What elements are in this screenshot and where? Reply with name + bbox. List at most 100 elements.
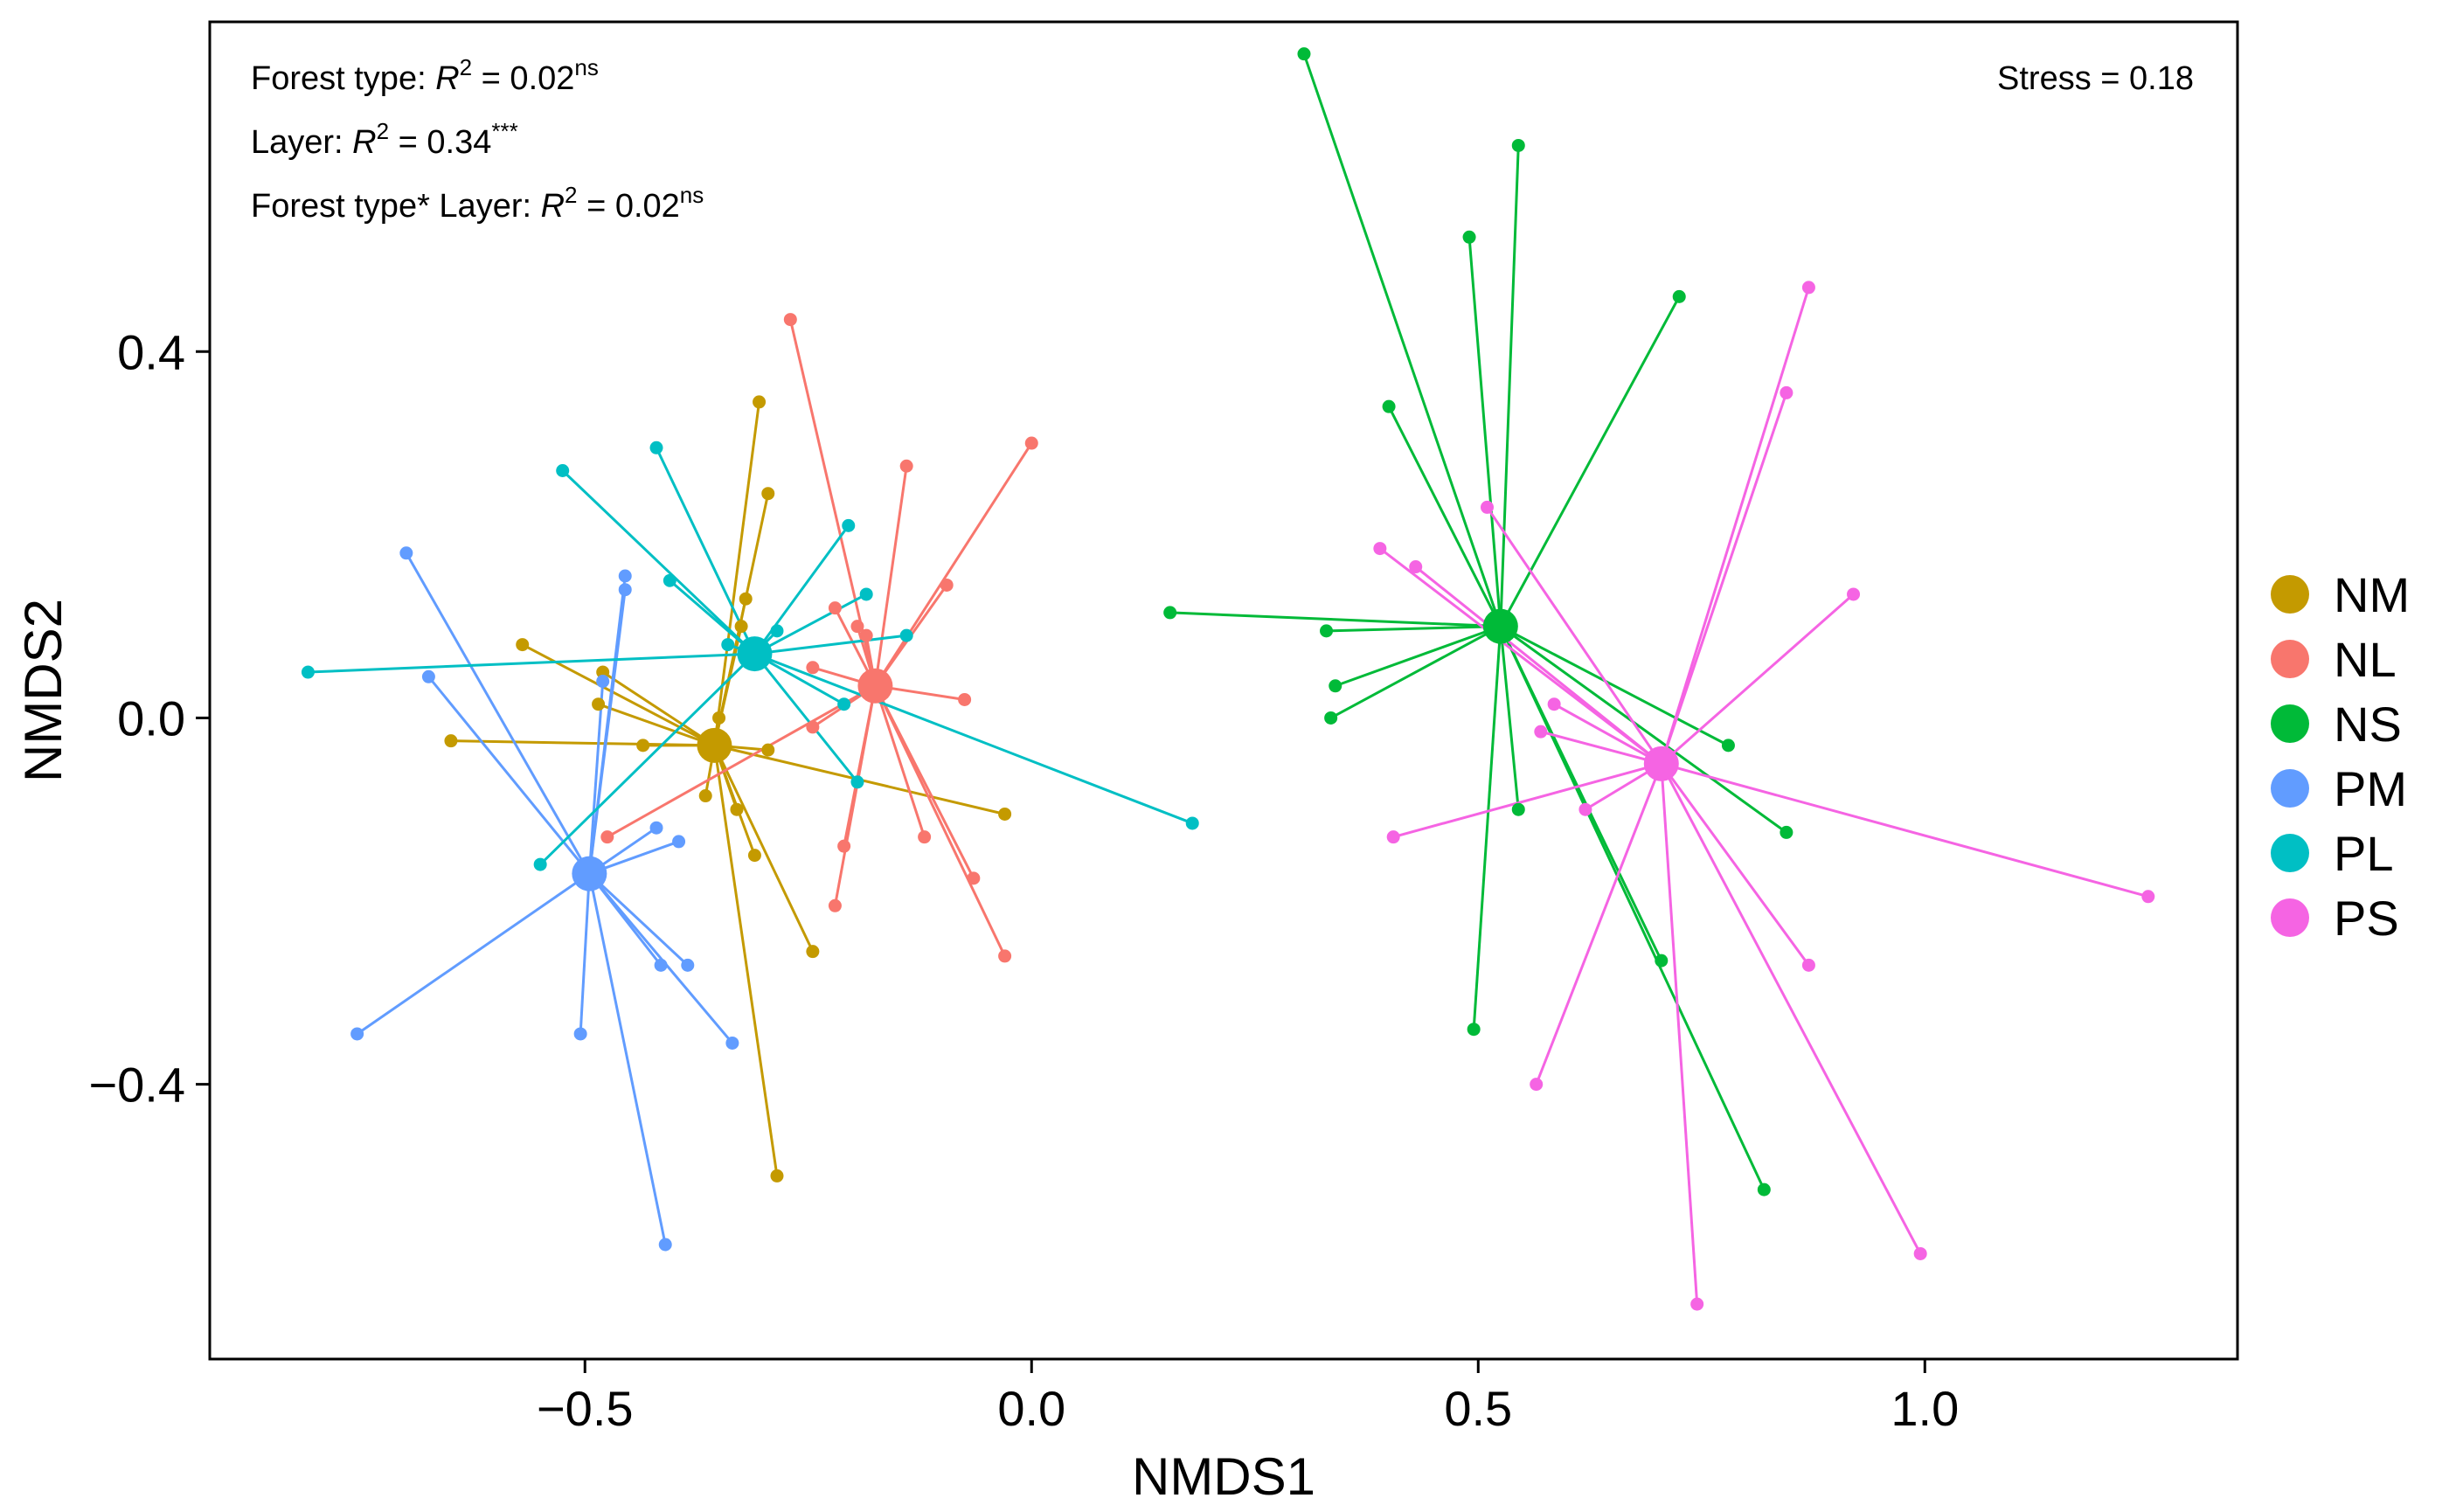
point-pm: [658, 1238, 672, 1252]
point-nl: [783, 313, 797, 327]
point-ns: [1672, 289, 1686, 303]
point-ps: [2141, 890, 2155, 904]
x-tick-label: 0.0: [997, 1381, 1065, 1436]
point-ns: [1721, 739, 1735, 753]
spoke-line-nm: [601, 670, 716, 747]
legend-swatch-ps: [2271, 898, 2309, 937]
forest-type-r2-annotation: Forest type: R2 = 0.02ns: [251, 54, 599, 97]
point-nm: [770, 1169, 784, 1183]
point-nl: [1024, 436, 1038, 450]
interaction-r2-annotation: Forest type* Layer: R2 = 0.02ns: [251, 182, 704, 225]
legend-swatch-nm: [2271, 575, 2309, 614]
spoke-line-nm: [598, 703, 715, 747]
interaction-sig: ns: [680, 182, 704, 208]
point-ns: [1320, 624, 1334, 638]
point-ns: [1655, 954, 1669, 968]
point-pl: [556, 463, 570, 477]
point-nm: [698, 789, 712, 803]
point-nl: [967, 871, 981, 885]
point-pm: [649, 821, 663, 835]
spoke-line-pm: [588, 872, 734, 1044]
point-nm: [761, 487, 775, 501]
spoke-line-ps: [1660, 593, 1855, 765]
spoke-line-pl: [753, 652, 1193, 825]
point-pl: [301, 665, 315, 679]
spoke-line-pl: [561, 469, 756, 655]
point-nl: [850, 620, 864, 634]
spoke-line-nm: [712, 745, 779, 1176]
point-nm: [747, 849, 761, 863]
legend-label-ps: PS: [2334, 891, 2399, 946]
centroid-nm: [697, 727, 732, 763]
spoke-line-pl: [753, 593, 867, 655]
point-nm: [753, 395, 767, 409]
spoke-line-ps: [1660, 763, 1699, 1305]
point-nl: [806, 661, 820, 675]
forest-type-eq: = 0.02: [472, 60, 574, 97]
point-nl: [940, 578, 954, 592]
legend-swatch-nl: [2271, 640, 2309, 678]
spoke-line-nl: [833, 685, 877, 906]
point-ps: [1801, 958, 1815, 972]
y-tick-label: 0.4: [117, 324, 185, 379]
spoke-line-pm: [587, 681, 605, 874]
point-pm: [725, 1036, 739, 1050]
spoke-line-ns: [1499, 625, 1787, 834]
layer-r-square: 2: [377, 118, 389, 144]
data-marks: [301, 47, 2155, 1311]
spoke-line-nl: [607, 684, 877, 838]
plot-panel: [208, 20, 2239, 1361]
legend-swatch-pl: [2271, 834, 2309, 872]
point-pl: [721, 638, 735, 652]
spoke-line-nm: [713, 745, 815, 953]
layer-r2-annotation: Layer: R2 = 0.34***: [251, 118, 518, 161]
legend-label-nl: NL: [2334, 632, 2397, 687]
y-axis-title: NMDS2: [14, 599, 73, 782]
forest-type-prefix: Forest type:: [251, 60, 435, 97]
interaction-prefix: Forest type* Layer:: [251, 188, 541, 225]
spoke-line-pm: [587, 589, 627, 874]
point-pm: [618, 583, 632, 597]
axes: −0.5 0.0 0.5 1.0 −0.4 0.0 0.4: [88, 324, 1959, 1436]
point-pl: [663, 573, 676, 587]
legend-swatch-pm: [2271, 769, 2309, 808]
centroid-nl: [857, 668, 893, 704]
point-pm: [350, 1027, 364, 1041]
spoke-line-ns: [1472, 626, 1502, 1030]
spoke-line-ns: [1169, 611, 1501, 628]
spoke-line-ns: [1499, 145, 1520, 627]
point-ps: [1780, 385, 1793, 399]
spoke-line-ps: [1486, 506, 1663, 765]
point-pl: [859, 587, 873, 601]
spoke-line-ps: [1660, 762, 1810, 967]
point-nm: [739, 592, 753, 606]
spoke-line-pm: [588, 872, 689, 967]
interaction-r-square: 2: [565, 182, 577, 208]
point-pm: [654, 958, 668, 972]
spoke-line-ps: [1553, 703, 1662, 766]
point-pm: [399, 546, 413, 560]
interaction-r: R: [541, 188, 565, 225]
spoke-line-ps: [1378, 547, 1662, 766]
point-nl: [958, 692, 972, 706]
point-ns: [1324, 711, 1338, 725]
point-nm: [636, 739, 650, 753]
point-ps: [1547, 697, 1561, 711]
layer-eq: = 0.34: [389, 124, 491, 161]
x-tick-label: 0.5: [1444, 1381, 1512, 1436]
legend: NM NL NS PM PL PS: [2271, 567, 2410, 946]
x-tick-label: 1.0: [1891, 1381, 1959, 1436]
spoke-line-pl: [655, 447, 756, 655]
centroid-ps: [1643, 746, 1679, 781]
centroid-ns: [1482, 608, 1518, 644]
spoke-line-pl: [669, 579, 756, 655]
layer-sig: ***: [491, 118, 517, 144]
point-ps: [1480, 500, 1494, 514]
legend-swatch-ns: [2271, 704, 2309, 743]
spoke-line-pm: [356, 872, 591, 1036]
point-pm: [596, 675, 610, 689]
point-ps: [1913, 1246, 1927, 1260]
point-nm: [596, 665, 610, 679]
point-ns: [1511, 802, 1525, 816]
spoke-line-nl: [873, 685, 926, 838]
